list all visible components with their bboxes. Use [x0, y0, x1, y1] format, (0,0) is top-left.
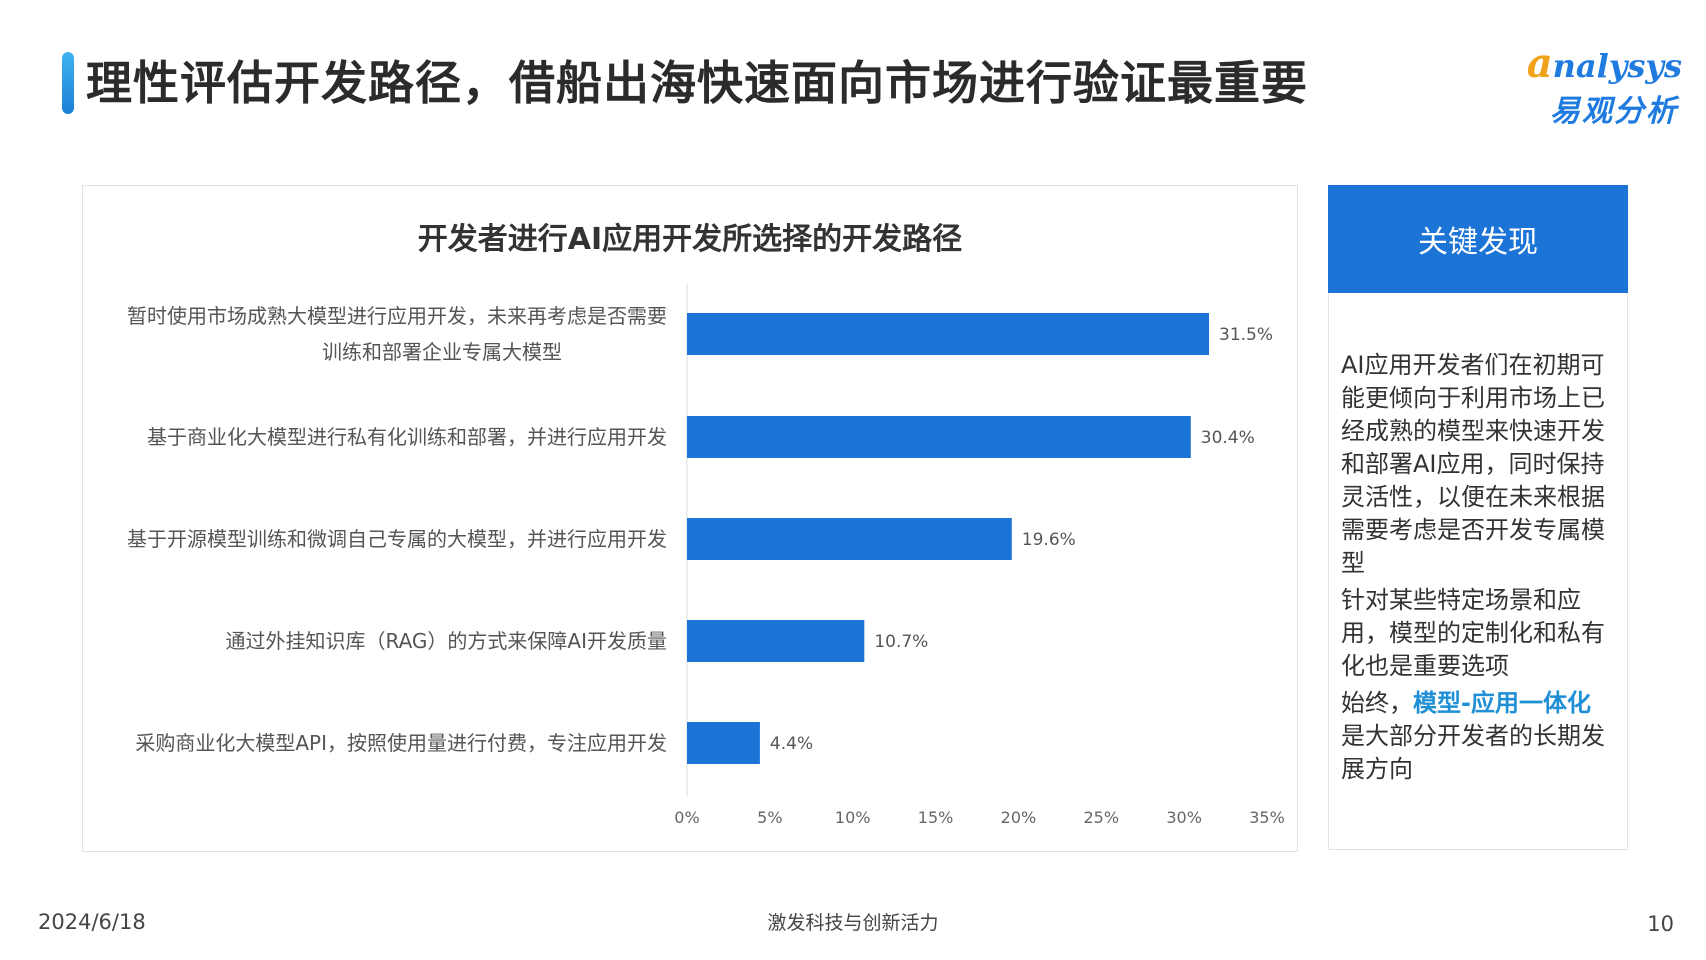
footer-date: 2024/6/18	[38, 910, 146, 934]
category-label-1: 暂时使用市场成熟大模型进行应用开发，未来再考虑是否需要训练和部署企业专属大模型	[67, 298, 667, 370]
category-label-3: 基于开源模型训练和微调自己专属的大模型，并进行应用开发	[67, 521, 667, 557]
category-label-line: 训练和部署企业专属大模型	[322, 340, 562, 364]
finding-paragraph-3: 始终，模型-应用一体化是大部分开发者的长期发展方向	[1329, 687, 1627, 786]
category-label-line: 采购商业化大模型API，按照使用量进行付费，专注应用开发	[135, 731, 667, 755]
finding-3-highlight: 模型-应用一体化	[1413, 689, 1591, 717]
bar-value-label-3: 19.6%	[1022, 530, 1076, 550]
category-label-line: 通过外挂知识库（RAG）的方式来保障AI开发质量	[225, 629, 668, 653]
category-label-2: 基于商业化大模型进行私有化训练和部署，并进行应用开发	[67, 419, 667, 455]
analysys-logo: analysys 易观分析	[1512, 40, 1682, 130]
page-title: 理性评估开发路径，借船出海快速面向市场进行验证最重要	[86, 56, 1308, 110]
x-tick-label: 15%	[918, 808, 954, 827]
key-findings-title: 关键发现	[1418, 225, 1538, 260]
bar-3	[687, 518, 1012, 560]
bar-value-label-4: 10.7%	[874, 632, 928, 652]
bar-value-label-1: 31.5%	[1219, 325, 1273, 345]
finding-3-suffix: 是大部分开发者的长期发展方向	[1341, 722, 1605, 783]
finding-paragraph-1: AI应用开发者们在初期可能更倾向于利用市场上已经成熟的模型来快速开发和部署AI应…	[1341, 351, 1605, 577]
x-tick-label: 5%	[757, 808, 782, 827]
x-tick-label: 30%	[1166, 808, 1202, 827]
x-tick-label: 10%	[835, 808, 871, 827]
x-tick-label: 20%	[1001, 808, 1037, 827]
x-tick-label: 0%	[674, 808, 699, 827]
x-tick-label: 25%	[1084, 808, 1120, 827]
chart-panel: 开发者进行AI应用开发所选择的开发路径 31.5% 30.4% 19.6% 10.7%…	[82, 185, 1298, 852]
bar-chart: 31.5% 30.4% 19.6% 10.7% 4.4% 0% 5% 10% 15% 20% 25%…	[674, 284, 1285, 827]
bar-value-label-5: 4.4%	[770, 734, 813, 754]
category-label-4: 通过外挂知识库（RAG）的方式来保障AI开发质量	[67, 623, 668, 659]
page-number: 10	[1647, 912, 1674, 936]
logo-wordmark: analysys	[1526, 40, 1682, 87]
bar-5	[687, 722, 760, 764]
key-findings-body: AI应用开发者们在初期可能更倾向于利用市场上已经成熟的模型来快速开发和部署AI应…	[1328, 293, 1628, 850]
category-label-line: 基于商业化大模型进行私有化训练和部署，并进行应用开发	[147, 425, 667, 449]
chart-title: 开发者进行AI应用开发所选择的开发路径	[417, 222, 963, 257]
category-label-line: 基于开源模型训练和微调自己专属的大模型，并进行应用开发	[127, 527, 667, 551]
category-label-line: 暂时使用市场成熟大模型进行应用开发，未来再考虑是否需要	[127, 304, 667, 328]
key-findings-header: 关键发现	[1328, 185, 1628, 293]
bar-value-label-2: 30.4%	[1201, 428, 1255, 448]
bar-2	[687, 416, 1191, 458]
footer-slogan: 激发科技与创新活力	[767, 912, 939, 934]
category-label-5: 采购商业化大模型API，按照使用量进行付费，专注应用开发	[67, 725, 667, 761]
finding-paragraph-2: 针对某些特定场景和应用，模型的定制化和私有化也是重要选项	[1341, 586, 1605, 680]
bar-4	[687, 620, 865, 662]
finding-3-prefix: 始终，	[1341, 689, 1413, 717]
x-tick-label: 35%	[1249, 808, 1285, 827]
logo-chinese-name: 易观分析	[1550, 94, 1678, 129]
title-accent-bar	[62, 52, 74, 114]
bar-1	[687, 313, 1209, 355]
